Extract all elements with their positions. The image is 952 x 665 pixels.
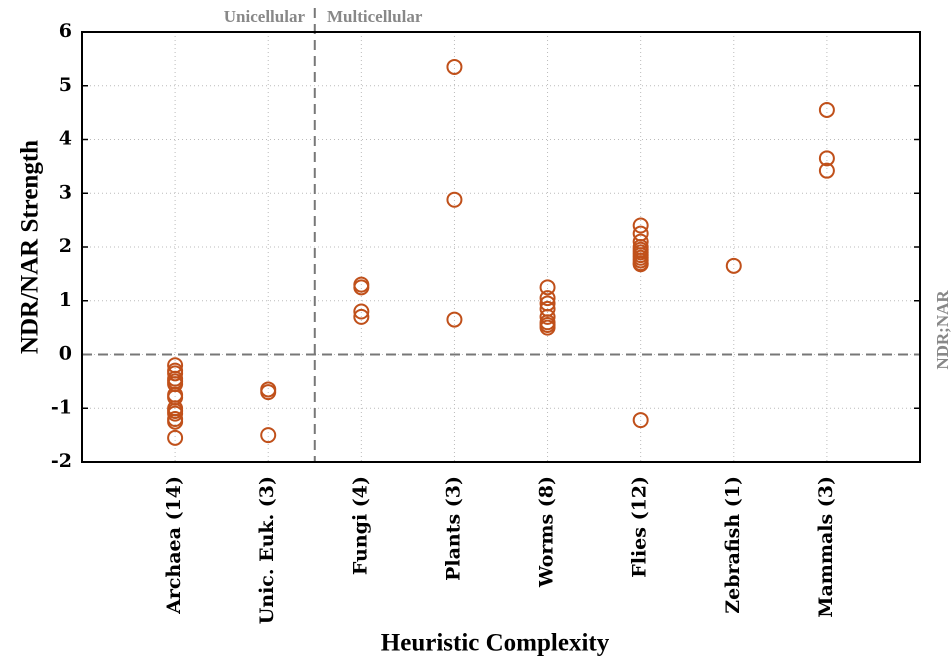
point	[632, 217, 649, 234]
y-axis-label: NDR/NAR Strength	[17, 140, 44, 354]
x-tick-label: Fungi (4)	[349, 476, 371, 575]
point	[446, 191, 463, 208]
x-tick-label: Flies (12)	[629, 476, 651, 578]
point	[446, 58, 463, 75]
point	[260, 384, 277, 401]
point	[818, 150, 835, 167]
annotation: Unicellular	[224, 7, 306, 26]
point	[167, 429, 184, 446]
point	[539, 290, 556, 307]
point	[539, 308, 556, 325]
point	[632, 256, 649, 273]
x-axis-label: Heuristic Complexity	[381, 630, 610, 657]
x-tick-label: Zebrafish (1)	[722, 476, 744, 614]
x-tick-label: Archaea (14)	[163, 476, 185, 615]
point	[539, 319, 556, 336]
annotation: NDR;NAR	[933, 290, 952, 370]
x-tick-label: Worms (8)	[536, 476, 558, 588]
y-tick-label: 1	[59, 289, 72, 311]
y-tick-label: 5	[59, 74, 72, 96]
x-tick-label: Plants (3)	[442, 476, 464, 581]
point	[818, 101, 835, 118]
point	[632, 412, 649, 429]
point	[353, 279, 370, 296]
point	[167, 405, 184, 422]
point	[725, 257, 742, 274]
point	[446, 311, 463, 328]
plot-frame	[81, 31, 921, 463]
x-tick-label: Mammals (3)	[815, 476, 837, 618]
point	[539, 279, 556, 296]
y-tick-label: 4	[59, 128, 72, 150]
point	[260, 427, 277, 444]
point	[167, 365, 184, 382]
y-tick-label: 6	[59, 20, 72, 42]
annotation: Multicellular	[327, 7, 423, 26]
point	[167, 413, 184, 430]
y-tick-label: -1	[51, 396, 72, 418]
point	[818, 162, 835, 179]
x-tick-label: Unic. Euk. (3)	[256, 476, 278, 624]
y-tick-label: -2	[51, 450, 72, 472]
y-tick-label: 2	[59, 235, 72, 257]
y-tick-label: 3	[59, 181, 72, 203]
point	[353, 308, 370, 325]
y-tick-label: 0	[59, 343, 72, 365]
point	[353, 303, 370, 320]
